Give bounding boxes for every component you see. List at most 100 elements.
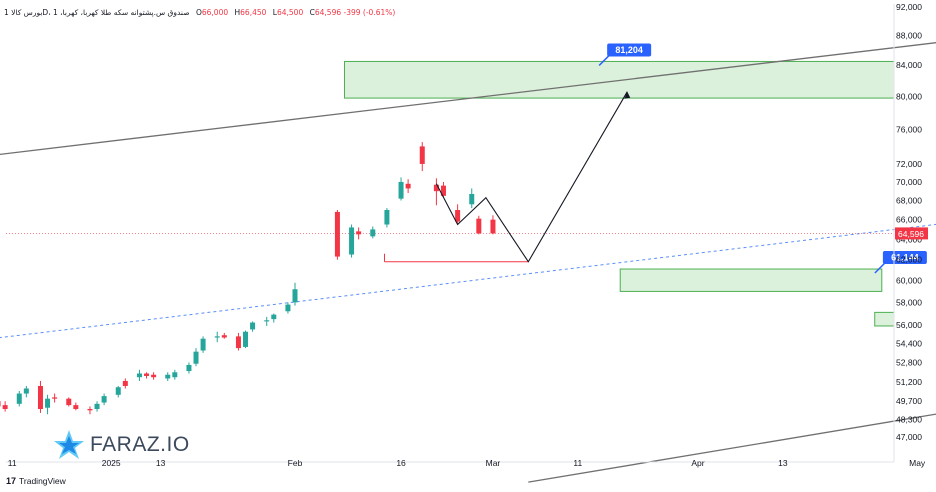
candle [52, 393, 58, 403]
target-zone [343, 60, 895, 99]
candle-body [334, 211, 340, 257]
candle-body [419, 146, 425, 164]
y-tick-label: 47,000 [896, 432, 922, 442]
x-tick-label: Feb [288, 458, 303, 468]
candle [73, 402, 79, 411]
zone-callout-text: 61,144 [891, 253, 919, 263]
x-tick-label: Apr [691, 458, 704, 468]
candle [115, 385, 121, 398]
candle [87, 406, 93, 415]
axes: 92,000 88,000 84,000 80,000 76,000 72,000 70,0… [6, 2, 928, 468]
channel-line [528, 413, 936, 483]
candle [370, 226, 376, 239]
candle [214, 331, 220, 343]
candle [356, 227, 362, 240]
candlestick-series [0, 142, 496, 415]
candle-body [23, 388, 29, 394]
candle [285, 302, 291, 314]
candle [23, 385, 29, 398]
candle [433, 178, 439, 206]
x-tick-label: 11 [8, 458, 17, 468]
candle [440, 181, 446, 198]
candle-body [405, 183, 411, 189]
y-tick-label: 48,300 [896, 415, 922, 425]
y-tick-label: 76,000 [896, 124, 922, 134]
candle [250, 321, 256, 332]
zone-callout-box [607, 43, 652, 57]
candle-body [193, 351, 199, 364]
y-tick-label: 58,000 [896, 297, 922, 307]
y-tick-label: 60,000 [896, 276, 922, 286]
candle-body [455, 210, 461, 222]
candle [398, 177, 404, 201]
tradingview-name: TradingView [19, 476, 66, 486]
open-value: 66,000 [201, 8, 229, 17]
candle-body [87, 409, 93, 411]
candle [2, 401, 8, 412]
candle [101, 393, 107, 406]
candle-body [476, 218, 482, 234]
candle [144, 372, 150, 379]
brand-name: FARAZ.IO [90, 433, 190, 456]
candle [186, 362, 192, 374]
zone-callout-text: 81,204 [615, 45, 643, 55]
candle-body [45, 398, 51, 408]
faraz-logo: FARAZ.IO [52, 428, 190, 462]
candle [0, 401, 1, 407]
candle-body [398, 181, 404, 199]
candle-body [221, 335, 227, 338]
candle-body [235, 336, 241, 349]
x-tick-label: Mar [486, 458, 501, 468]
open-label: O [195, 8, 202, 17]
candle [172, 369, 178, 380]
zone-callout: 81,204 [598, 43, 652, 66]
candle [384, 208, 390, 228]
channel-midline [0, 223, 936, 339]
tradingview-footer: 17 TradingView [6, 476, 66, 486]
candle-body [490, 219, 496, 234]
last-price-badge [895, 227, 928, 240]
y-tick-label: 72,000 [896, 159, 922, 169]
candle-body [172, 372, 178, 378]
projection-line [435, 91, 628, 263]
change-value: -399 (-0.61%) [343, 8, 396, 17]
candle-body [292, 289, 298, 303]
candle-body [144, 373, 150, 376]
candle [271, 313, 277, 323]
candle [349, 224, 355, 258]
candle [16, 391, 22, 407]
candle [469, 188, 475, 209]
candle-body [73, 405, 79, 410]
y-tick-label: 54,400 [896, 338, 922, 348]
candle [165, 372, 171, 381]
candle-body [94, 403, 100, 410]
candle [235, 332, 241, 351]
candle-body [250, 322, 256, 330]
candle-body [243, 331, 249, 347]
candle-body [186, 364, 192, 372]
candle [243, 330, 249, 349]
y-tick-label: 84,000 [896, 60, 922, 70]
candle [37, 380, 43, 413]
symbol-title: بورس کالا 1D، صندوق س.پشتوانه سکه طلا که… [4, 8, 190, 17]
candle-body [271, 314, 277, 320]
candle-body [200, 338, 206, 351]
y-tick-label: 70,000 [896, 177, 922, 187]
x-tick-label: 11 [573, 458, 582, 468]
trend-lines [0, 42, 936, 483]
faraz-logo-icon [54, 430, 84, 459]
candle-body [264, 320, 270, 322]
candle-body [66, 398, 72, 406]
candle [419, 142, 425, 172]
y-tick-label: 80,000 [896, 91, 922, 101]
y-tick-label: 56,000 [896, 320, 922, 330]
channel-line [0, 42, 936, 155]
y-tick-label: 66,000 [896, 215, 922, 225]
candle-body [136, 373, 142, 378]
candle [193, 348, 199, 367]
close-label: C [309, 8, 315, 17]
y-tick-label: 51,200 [896, 377, 922, 387]
y-tick-label: 68,000 [896, 196, 922, 206]
candle-body [440, 185, 446, 196]
